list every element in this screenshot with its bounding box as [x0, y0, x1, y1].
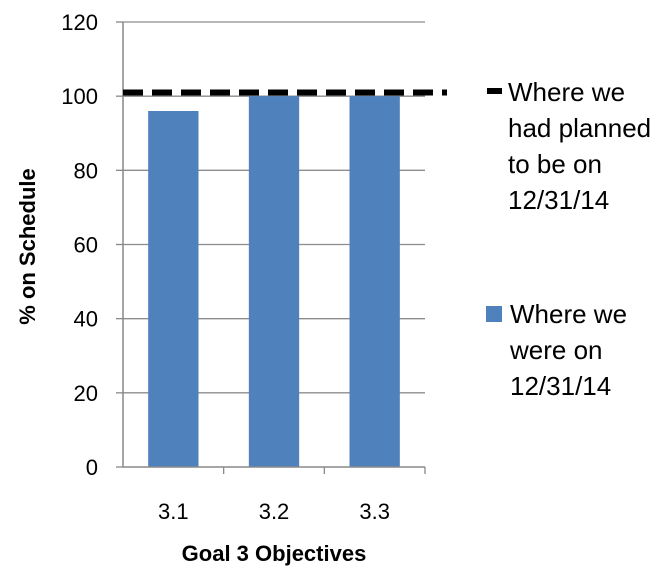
x-tick-label: 3.1 — [158, 499, 189, 524]
legend-swatch-actual — [486, 306, 502, 322]
bar-3.3 — [349, 96, 400, 468]
legend-label-planned: to be on — [508, 149, 602, 179]
legend-label-planned: had planned — [508, 113, 651, 143]
legend-label-actual: Where we — [510, 299, 627, 329]
y-tick-label: 40 — [74, 307, 98, 332]
legend-item-actual: Where we were on 12/31/14 — [486, 299, 627, 401]
bar-3.1 — [148, 111, 199, 467]
legend: Where we had planned to be on 12/31/14 Wher… — [486, 77, 651, 401]
y-tick-label: 120 — [61, 10, 98, 35]
legend-item-planned: Where we had planned to be on 12/31/14 — [487, 77, 651, 215]
y-axis-title: % on Schedule — [15, 168, 40, 324]
y-tick-labels: 0 20 40 60 80 100 120 — [61, 10, 98, 480]
x-tick-label: 3.3 — [359, 499, 390, 524]
legend-label-planned: 12/31/14 — [508, 185, 609, 215]
x-axis-title: Goal 3 Objectives — [182, 541, 367, 566]
legend-swatch-planned — [487, 88, 502, 94]
x-tick-label: 3.2 — [259, 499, 290, 524]
y-tick-label: 0 — [86, 455, 98, 480]
legend-label-actual: were on — [509, 335, 603, 365]
y-tick-label: 80 — [74, 158, 98, 183]
y-tick-label: 60 — [74, 233, 98, 258]
y-tick-label: 20 — [74, 381, 98, 406]
legend-label-actual: 12/31/14 — [510, 371, 611, 401]
bar-3.2 — [248, 96, 300, 468]
bar-series — [148, 96, 426, 474]
legend-label-planned: Where we — [508, 77, 625, 107]
x-tick-labels: 3.1 3.2 3.3 — [158, 499, 390, 524]
y-tick-label: 100 — [61, 84, 98, 109]
